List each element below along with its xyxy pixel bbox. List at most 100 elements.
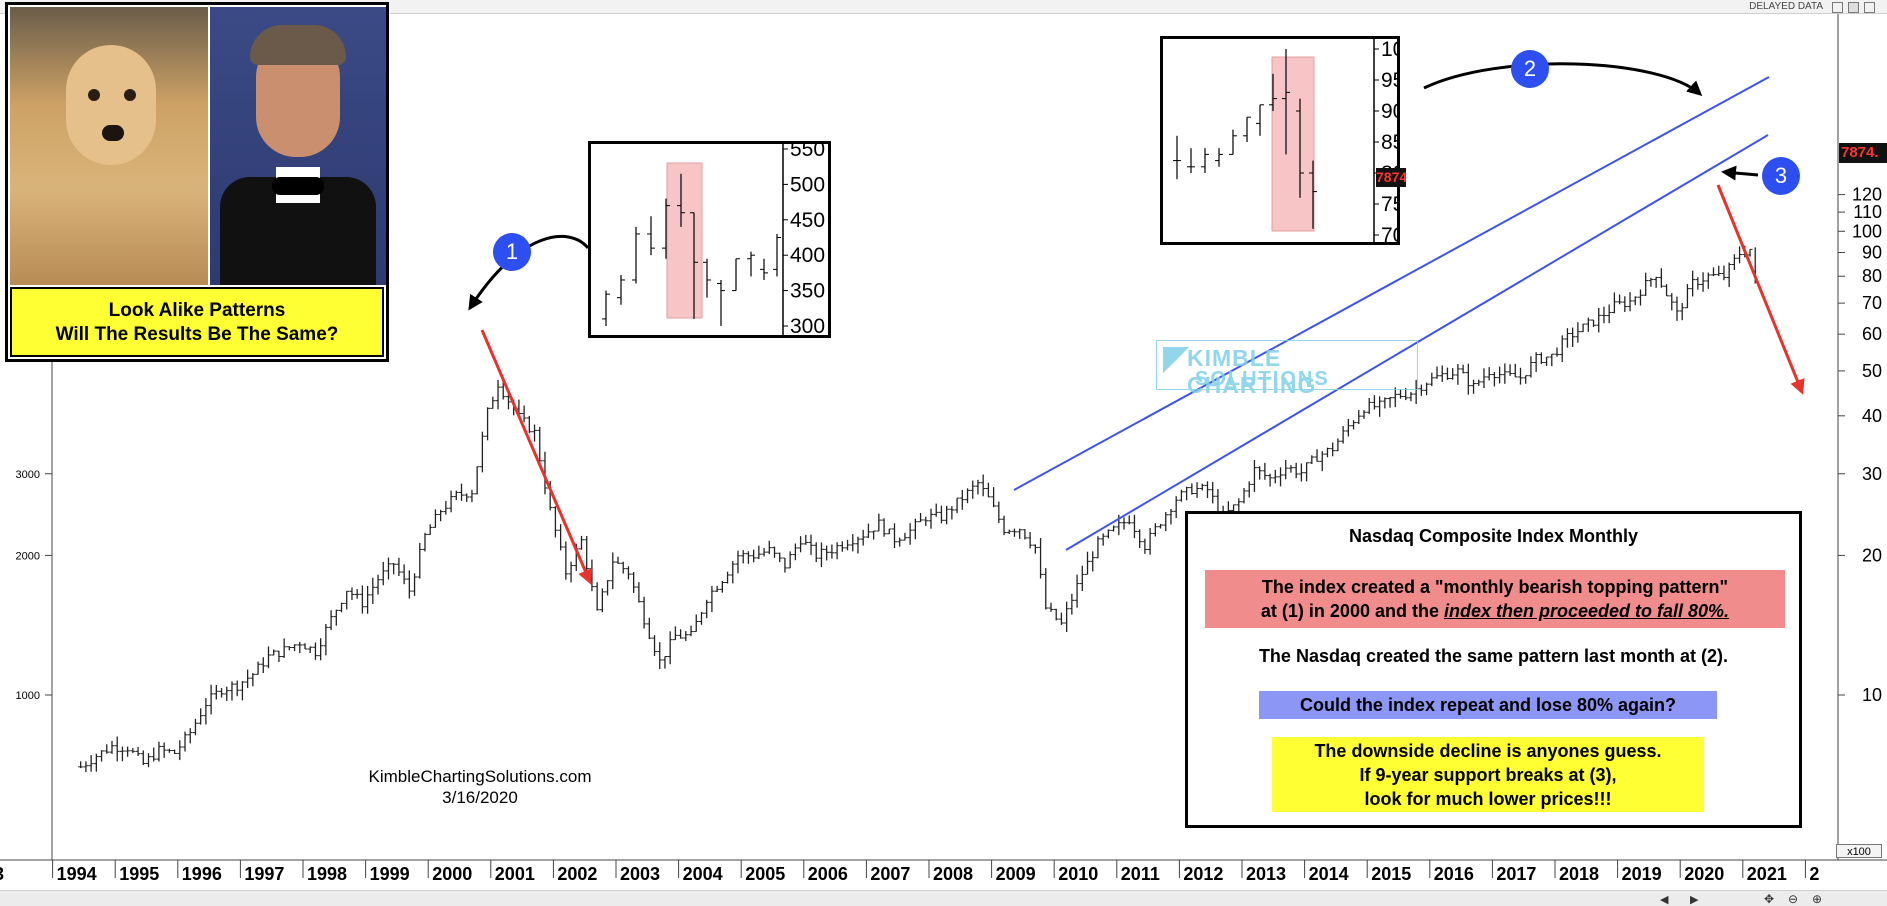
price-bar: [719, 581, 725, 593]
x-axis-year-label: 2006: [808, 864, 848, 884]
price-bar: [521, 405, 527, 423]
x-axis-year-label: 2021: [1747, 864, 1787, 884]
price-bar: [751, 549, 757, 563]
price-bar: [1664, 284, 1670, 297]
x-axis-year-label: 1998: [307, 864, 347, 884]
price-bar: [505, 394, 511, 410]
price-bar: [1564, 328, 1570, 348]
price-bar: [730, 560, 736, 584]
price-bar: [777, 552, 783, 563]
price-bar: [1684, 284, 1690, 309]
price-bar: [1424, 382, 1430, 396]
price-bar: [119, 746, 125, 762]
inset-bar: [632, 226, 640, 284]
price-bar: [625, 566, 631, 580]
zoom-in-icon[interactable]: ⊕: [1812, 892, 1823, 906]
info-box: Nasdaq Composite Index Monthly The index…: [1185, 511, 1802, 828]
price-bar: [1455, 364, 1461, 385]
scroll-left-icon[interactable]: ◀: [1660, 894, 1669, 906]
price-bar: [813, 542, 819, 563]
price-bar: [1549, 353, 1555, 367]
price-bar: [1658, 268, 1664, 288]
right-axis-tick-label: 20: [1862, 545, 1882, 565]
price-bar: [1731, 254, 1737, 270]
price-bar: [1324, 447, 1330, 458]
price-bar: [365, 585, 371, 614]
delayed-data-label: DELAYED DATA: [1749, 1, 1823, 12]
scroll-right-icon[interactable]: ▶: [1690, 894, 1699, 906]
price-bar: [339, 602, 345, 613]
price-bar: [589, 559, 595, 592]
pan-icon[interactable]: ✥: [1764, 892, 1775, 906]
x-axis-year-label: 1994: [57, 864, 97, 884]
price-bar: [1528, 356, 1534, 378]
price-bar: [1085, 551, 1091, 575]
price-bar: [1058, 612, 1064, 625]
price-bar: [834, 542, 840, 560]
price-bar: [1382, 397, 1388, 409]
price-bar: [1570, 327, 1576, 347]
price-bar: [829, 544, 835, 559]
price-bar: [114, 736, 120, 762]
price-bar: [1377, 396, 1383, 417]
price-bar: [871, 530, 877, 540]
price-bar: [944, 505, 950, 525]
inset-bar: [732, 258, 740, 292]
credit: KimbleChartingSolutions.com 3/16/2020: [330, 766, 630, 808]
price-bar: [276, 650, 282, 662]
price-bar: [907, 523, 913, 545]
inset-bar: [703, 258, 711, 298]
price-bar: [172, 749, 178, 754]
pointer-arrow-3: [1721, 165, 1759, 181]
inset-bar: [1201, 148, 1209, 173]
price-bar: [396, 557, 402, 577]
price-bar: [568, 561, 574, 583]
info-red-line-2: at (1) in 2000 and the index then procee…: [1205, 599, 1785, 623]
price-bar: [1439, 365, 1445, 382]
x-axis-year-label: 2013: [1246, 864, 1286, 884]
price-bar: [182, 731, 188, 752]
price-bar: [1434, 366, 1440, 379]
inset-bar: [1282, 49, 1290, 155]
price-bar: [1533, 352, 1539, 372]
price-bar: [1163, 512, 1169, 532]
inset-chart-2020: 100959085807570 7874.: [1160, 36, 1406, 245]
info-yellow-line-1: The downside decline is anyones guess.: [1314, 741, 1662, 761]
price-bar: [1392, 387, 1398, 408]
price-bar: [1340, 426, 1346, 444]
look-alike-panel: Look Alike Patterns Will The Results Be …: [5, 2, 389, 362]
price-bar: [798, 536, 804, 553]
price-bar: [824, 545, 830, 561]
save-icon[interactable]: [1848, 2, 1859, 13]
print-icon[interactable]: [1864, 2, 1875, 13]
bottom-scrollbar[interactable]: ◀ ▶ ✥ ⊖ ⊕: [0, 890, 1887, 906]
inset-tick-label: 95: [1381, 69, 1397, 92]
price-bar: [693, 614, 699, 633]
copy-icon[interactable]: [1832, 2, 1843, 13]
watermark: KIMBLE CHARTING SOLUTIONS: [1156, 340, 1418, 398]
price-bar: [245, 669, 251, 689]
price-bar: [1705, 272, 1711, 289]
inset-bar: [773, 233, 781, 277]
price-bar: [1627, 292, 1633, 312]
right-axis-tick-label: 80: [1862, 266, 1882, 286]
price-bar: [897, 537, 903, 547]
price-bar: [698, 611, 704, 625]
price-bar: [578, 535, 584, 550]
zoom-out-icon[interactable]: ⊖: [1788, 892, 1799, 906]
right-axis-tick-label: 40: [1862, 406, 1882, 426]
credit-site: KimbleChartingSolutions.com: [368, 767, 592, 786]
price-bar: [1366, 397, 1372, 415]
price-bar: [464, 493, 470, 502]
price-bar: [1507, 364, 1513, 376]
price-bar: [344, 590, 350, 610]
x-axis-year-label: 2008: [933, 864, 973, 884]
inset-bar: [690, 212, 698, 319]
decline-arrow-2000: [480, 329, 593, 585]
x-axis-year-label: 2012: [1183, 864, 1223, 884]
price-bar: [1653, 276, 1659, 288]
price-bar: [453, 490, 459, 501]
price-bar: [1043, 568, 1049, 610]
price-bar: [156, 741, 162, 762]
price-bar: [1314, 449, 1320, 462]
